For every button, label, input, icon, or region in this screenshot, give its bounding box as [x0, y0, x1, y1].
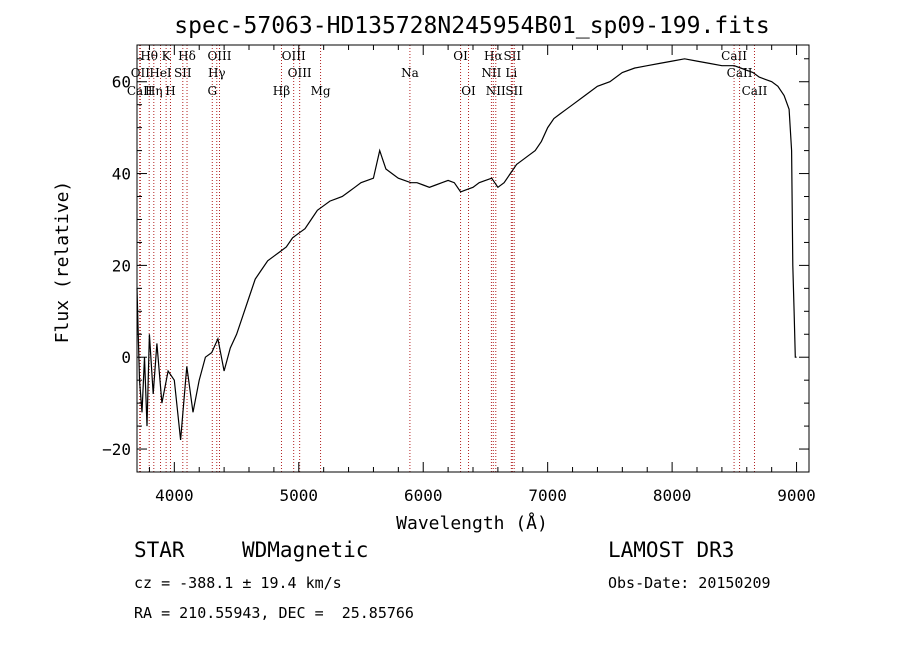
object-class: STAR — [134, 538, 185, 562]
y-axis: −20 0 20 40 60 — [102, 58, 809, 473]
spectrum-line — [136, 58, 797, 440]
x-tick-label: 5000 — [280, 486, 319, 505]
plot-frame — [136, 44, 810, 473]
marker-label: HeI — [149, 66, 172, 80]
marker-label: Hα — [484, 49, 503, 63]
y-tick-label: 60 — [112, 73, 131, 92]
marker-label: Hγ — [208, 66, 226, 80]
x-tick-label: 8000 — [653, 486, 692, 505]
marker-label: OII — [131, 66, 151, 80]
y-tick-label: 40 — [112, 165, 131, 184]
marker-label: OI — [453, 49, 468, 63]
marker-label: Hη — [145, 84, 163, 98]
y-axis-label: Flux (relative) — [52, 181, 73, 344]
marker-label: Li — [505, 66, 517, 80]
marker-label: CaII — [127, 84, 153, 98]
y-tick-label: 20 — [112, 256, 131, 275]
spectrum-series — [136, 58, 797, 440]
marker-label: H — [165, 84, 175, 98]
marker-label: Mg — [311, 84, 331, 98]
survey-name: LAMOST DR3 — [608, 538, 735, 562]
object-subclass: WDMagnetic — [242, 538, 369, 562]
y-tick-label: −20 — [102, 440, 131, 459]
marker-label: SII — [174, 66, 192, 80]
marker-label: OIII — [288, 66, 312, 80]
x-axis-label: Wavelength (Å) — [396, 512, 548, 534]
coordinates: RA = 210.55943, DEC = 25.85766 — [134, 604, 414, 622]
marker-label: CaII — [742, 84, 768, 98]
x-axis: 4000 5000 6000 7000 8000 9000 — [148, 45, 816, 505]
redshift-text: cz = -388.1 ± 19.4 km/s — [134, 574, 342, 592]
y-tick-label: 0 — [121, 348, 131, 367]
x-tick-label: 9000 — [777, 486, 816, 505]
marker-label: Hθ — [140, 49, 158, 63]
marker-label: NII — [486, 84, 506, 98]
chart-title: spec-57063-HD135728N245954B01_sp09-199.f… — [174, 13, 769, 39]
marker-label: OIII — [207, 49, 231, 63]
obs-date: Obs-Date: 20150209 — [608, 574, 771, 592]
marker-label: OIII — [282, 49, 306, 63]
marker-label: Hδ — [178, 49, 196, 63]
marker-label: CaII — [721, 49, 747, 63]
marker-label: Na — [401, 66, 419, 80]
marker-label: K — [162, 49, 172, 63]
marker-label: SII — [503, 49, 521, 63]
x-tick-label: 7000 — [528, 486, 567, 505]
marker-label: SII — [505, 84, 523, 98]
marker-label: NII — [481, 66, 501, 80]
marker-label: G — [207, 84, 217, 98]
x-tick-label: 6000 — [404, 486, 443, 505]
marker-label: Hβ — [273, 84, 290, 98]
marker-label: OI — [461, 84, 476, 98]
x-tick-label: 4000 — [155, 486, 194, 505]
